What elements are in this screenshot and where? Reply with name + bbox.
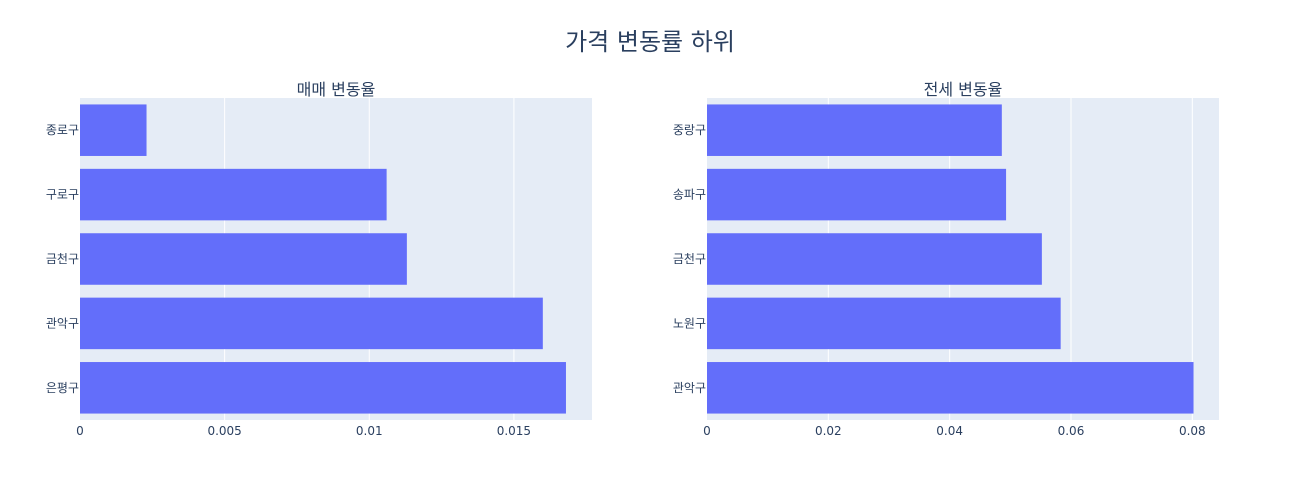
category-label: 관악구	[673, 381, 706, 395]
bar-2	[707, 168, 1007, 221]
x-tick-label: 0.015	[497, 424, 531, 438]
category-label: 금천구	[673, 251, 706, 266]
subplot-title: 전세 변동율	[924, 80, 1003, 99]
category-label: 송파구	[673, 188, 706, 202]
x-tick-label: 0	[703, 424, 711, 438]
x-tick-label: 0.08	[1179, 424, 1206, 438]
category-label: 종로구	[46, 123, 79, 137]
x-tick-label: 0.04	[936, 424, 963, 438]
bar-2	[80, 168, 387, 221]
bar-5	[80, 362, 566, 414]
x-tick-label: 0.02	[815, 424, 842, 438]
category-label: 금천구	[46, 251, 79, 266]
bar-3	[80, 233, 407, 285]
x-tick-label: 0	[76, 424, 84, 438]
bar-4	[80, 297, 543, 350]
x-tick-label: 0.005	[207, 424, 241, 438]
subplot-title: 매매 변동율	[297, 80, 376, 99]
category-label: 구로구	[46, 188, 79, 202]
x-tick-label: 0.01	[356, 424, 383, 438]
chart-main-title: 가격 변동률 하위	[565, 28, 735, 56]
bar-3	[707, 233, 1042, 285]
bar-1	[707, 104, 1002, 156]
bar-5	[707, 362, 1194, 414]
category-label: 노원구	[673, 316, 706, 330]
bar-1	[80, 104, 147, 156]
category-label: 중랑구	[673, 123, 706, 137]
category-label: 은평구	[46, 381, 79, 395]
bar-4	[707, 297, 1061, 350]
x-tick-label: 0.06	[1058, 424, 1085, 438]
category-label: 관악구	[46, 316, 79, 330]
